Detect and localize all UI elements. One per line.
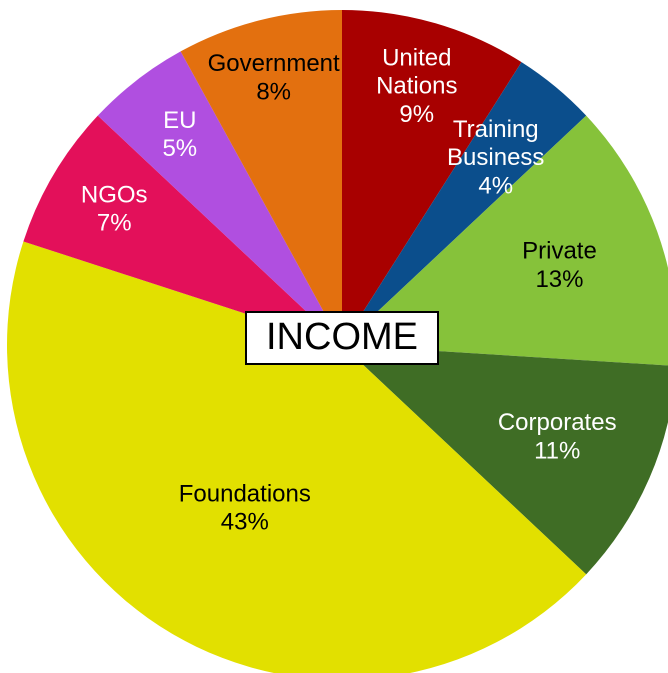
pie-slice bbox=[342, 115, 668, 366]
pie bbox=[7, 9, 668, 673]
value-label: 13% bbox=[535, 266, 583, 293]
slice-label: Government bbox=[208, 50, 340, 77]
value-label: 7% bbox=[97, 210, 132, 237]
pie-slice bbox=[180, 9, 342, 345]
pie-slice bbox=[342, 62, 587, 345]
slice-label: United Nations bbox=[376, 45, 457, 100]
slice-label: Corporates bbox=[498, 409, 617, 436]
title-box bbox=[245, 311, 439, 365]
slice-label: Foundations bbox=[179, 481, 311, 508]
value-label: 8% bbox=[256, 78, 291, 105]
slice-label: NGOs bbox=[81, 182, 148, 209]
pie-slice bbox=[23, 115, 343, 345]
value-label: 11% bbox=[534, 437, 580, 464]
chart-title: INCOME bbox=[266, 316, 418, 358]
pie-slice bbox=[342, 345, 668, 575]
value-label: 9% bbox=[399, 101, 434, 128]
value-label: 4% bbox=[478, 172, 513, 199]
slice-label: Private bbox=[522, 238, 597, 265]
pie-slice bbox=[97, 51, 343, 346]
value-label: 43% bbox=[221, 509, 269, 536]
slice-label: Training Business bbox=[447, 116, 544, 171]
slice-label: EU bbox=[163, 107, 196, 134]
pie-slice bbox=[342, 10, 522, 345]
pie-slice bbox=[7, 241, 587, 673]
value-label: 5% bbox=[162, 135, 197, 162]
